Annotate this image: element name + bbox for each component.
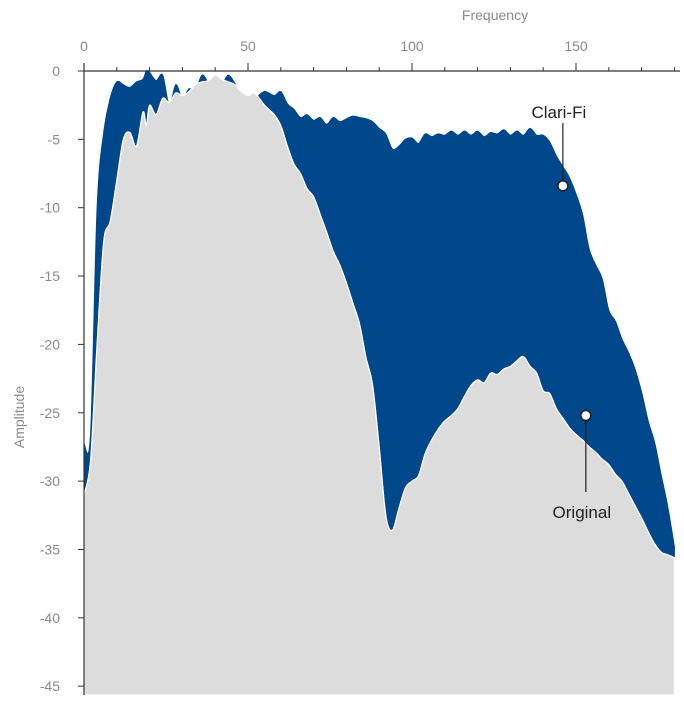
x-tick-label: 100 [400, 38, 424, 54]
x-tick-label: 50 [240, 38, 256, 54]
x-axis-title: Frequency [462, 7, 528, 23]
y-tick-label: -10 [40, 200, 60, 216]
annotations-group: Clari-Fi Original [531, 103, 611, 522]
y-tick-label: -35 [40, 541, 60, 557]
x-tick-label: 0 [80, 38, 88, 54]
y-tick-label: 0 [52, 63, 60, 79]
annotation-label-original: Original [553, 503, 612, 522]
axes-group: 0 50 100 150 0 -5 -10 -15 -20 -25 -30 -35 -40 -45 [40, 38, 680, 695]
y-tick-label: -40 [40, 610, 60, 626]
y-tick-label: -5 [48, 131, 61, 147]
area-series-group [83, 70, 676, 696]
annotation-marker-clari-fi [557, 180, 569, 192]
y-tick-label: -25 [40, 405, 60, 421]
series-area-original [83, 74, 676, 696]
x-tick-label: 150 [564, 38, 588, 54]
annotation-label-clari-fi: Clari-Fi [531, 103, 586, 122]
annotation-marker-original [580, 409, 592, 422]
y-tick-label: -20 [40, 336, 60, 352]
y-tick-label: -45 [40, 678, 60, 694]
y-axis-title: Amplitude [11, 386, 27, 448]
y-tick-label: -30 [40, 473, 60, 489]
y-tick-label: -15 [40, 268, 60, 284]
